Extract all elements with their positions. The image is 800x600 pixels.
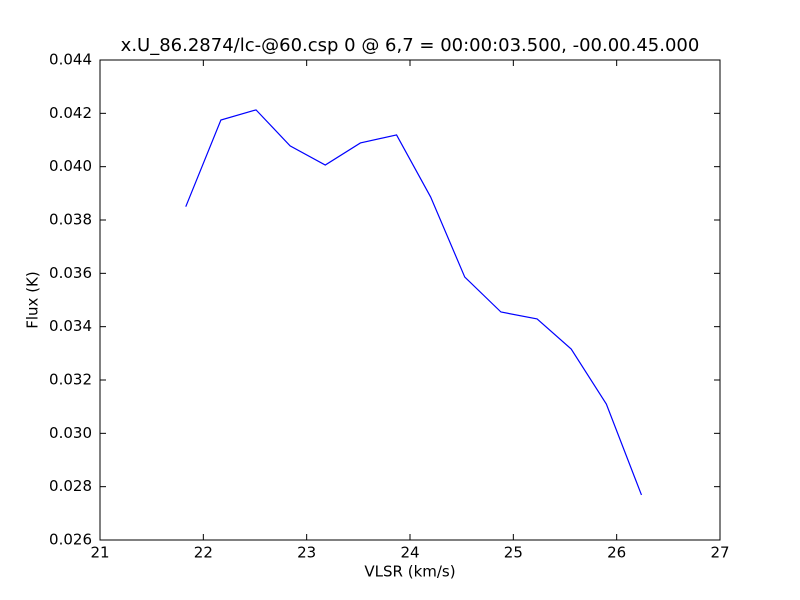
chart-title: x.U_86.2874/lc-@60.csp 0 @ 6,7 = 00:00:0… <box>121 35 700 56</box>
x-tick-label: 23 <box>297 544 316 562</box>
y-axis-label: Flux (K) <box>24 271 42 329</box>
y-tick-label: 0.038 <box>49 211 92 229</box>
x-tick-label: 26 <box>607 544 626 562</box>
x-tick-label: 24 <box>400 544 419 562</box>
y-tick-label: 0.044 <box>49 51 92 69</box>
y-tick-label: 0.034 <box>49 317 92 335</box>
x-tick-label: 25 <box>504 544 523 562</box>
x-tick-label: 27 <box>710 544 729 562</box>
data-line <box>185 109 643 496</box>
plot-frame <box>99 59 721 541</box>
y-tick-label: 0.028 <box>49 477 92 495</box>
y-tick-label: 0.032 <box>49 371 92 389</box>
x-axis-label: VLSR (km/s) <box>364 563 455 581</box>
y-tick-label: 0.042 <box>49 104 92 122</box>
y-tick-label: 0.026 <box>49 531 92 549</box>
x-tick-label: 22 <box>194 544 213 562</box>
y-tick-label: 0.040 <box>49 157 92 175</box>
y-tick-label: 0.036 <box>49 264 92 282</box>
y-tick-label: 0.030 <box>49 424 92 442</box>
x-tick-label: 21 <box>90 544 109 562</box>
